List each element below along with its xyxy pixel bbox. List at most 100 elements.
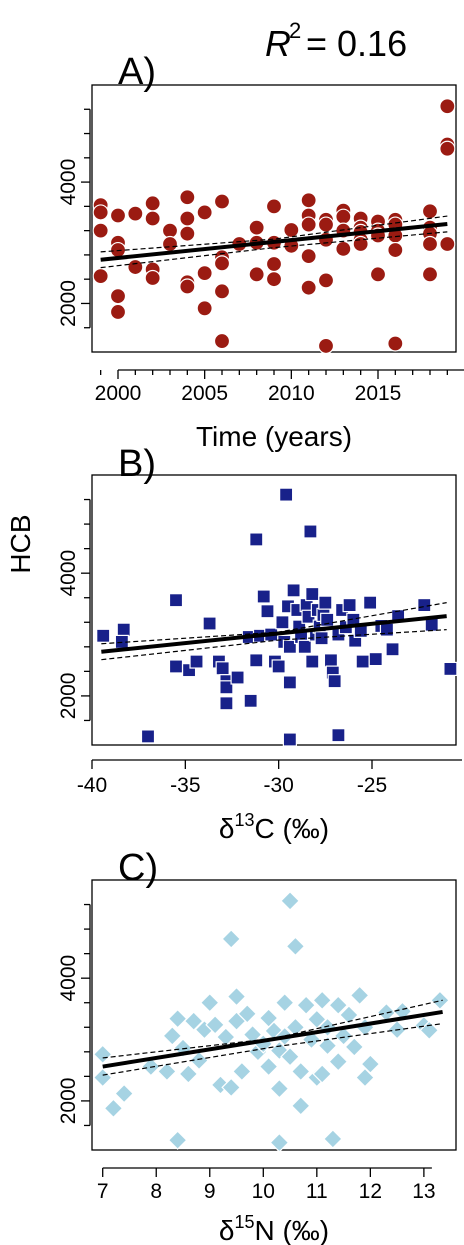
data-point bbox=[127, 258, 144, 276]
y-tick-label: 2000 bbox=[57, 673, 80, 720]
x-tick-label: 2000 bbox=[95, 382, 142, 405]
data-point bbox=[317, 216, 335, 233]
data-point bbox=[300, 216, 317, 233]
data-point bbox=[323, 1129, 343, 1149]
data-point bbox=[363, 595, 378, 610]
data-point bbox=[355, 1067, 375, 1088]
data-point bbox=[265, 255, 283, 273]
data-point bbox=[248, 219, 265, 236]
x-axis-title: Time (years) bbox=[196, 421, 352, 452]
data-point bbox=[328, 1051, 349, 1072]
data-point bbox=[144, 210, 161, 227]
data-point bbox=[439, 140, 456, 157]
panel-c: C) 2000 4000 7 8 9 10 11 12 13 δ15N (‰) bbox=[57, 847, 457, 1245]
data-point bbox=[116, 622, 131, 637]
data-point bbox=[144, 269, 161, 287]
data-point bbox=[280, 1046, 300, 1067]
data-point bbox=[183, 1011, 204, 1031]
data-point bbox=[318, 595, 333, 610]
x-axis-title: δ15N (‰) bbox=[219, 1212, 329, 1245]
data-point bbox=[439, 235, 456, 253]
data-point bbox=[96, 628, 111, 643]
data-point bbox=[328, 995, 349, 1016]
data-point bbox=[303, 524, 318, 539]
data-point bbox=[92, 1044, 113, 1065]
data-point bbox=[127, 205, 144, 222]
data-point bbox=[280, 891, 300, 911]
data-point bbox=[360, 1054, 381, 1074]
data-point bbox=[317, 272, 335, 289]
data-point bbox=[213, 255, 231, 272]
data-point bbox=[219, 696, 234, 711]
data-point bbox=[286, 583, 301, 598]
data-point bbox=[296, 995, 316, 1016]
x-axis-title-sup: 15 bbox=[234, 1212, 254, 1232]
y-tick-label: 4000 bbox=[57, 159, 80, 206]
data-point bbox=[249, 532, 264, 547]
data-point bbox=[219, 680, 234, 695]
data-point bbox=[213, 193, 231, 210]
data-point bbox=[297, 639, 312, 654]
data-point bbox=[179, 189, 196, 206]
data-point bbox=[237, 1003, 258, 1024]
data-point bbox=[300, 248, 317, 265]
data-point bbox=[196, 300, 213, 317]
data-point bbox=[249, 653, 264, 668]
data-point bbox=[167, 1008, 188, 1029]
data-point bbox=[279, 487, 294, 502]
data-point bbox=[323, 653, 339, 668]
data-point bbox=[312, 990, 333, 1011]
data-point bbox=[282, 639, 297, 654]
data-point bbox=[290, 1061, 311, 1082]
panel-label: C) bbox=[118, 847, 158, 889]
x-axis-title-delta: δ bbox=[219, 1215, 235, 1245]
r2-symbol: R bbox=[265, 23, 291, 64]
data-point bbox=[333, 1026, 354, 1046]
data-point bbox=[290, 1095, 311, 1116]
x-tick-label: 2005 bbox=[181, 382, 228, 405]
data-point bbox=[144, 195, 161, 212]
x-tick-label: 11 bbox=[306, 1180, 328, 1203]
data-point bbox=[430, 990, 450, 1011]
data-point bbox=[179, 225, 196, 242]
data-point bbox=[419, 1020, 440, 1041]
data-point bbox=[320, 612, 335, 627]
data-point bbox=[92, 268, 109, 285]
fit-line bbox=[100, 221, 448, 262]
y-tick-label: 4000 bbox=[57, 955, 80, 1002]
data-point bbox=[114, 1083, 134, 1104]
fit-line bbox=[102, 1009, 443, 1069]
plot-frame bbox=[91, 474, 457, 746]
data-point bbox=[355, 654, 370, 669]
data-point bbox=[312, 1064, 333, 1084]
ci-lower-line bbox=[102, 1022, 443, 1076]
data-point bbox=[335, 208, 352, 225]
x-tick-label: 9 bbox=[204, 1180, 216, 1203]
data-point bbox=[335, 240, 352, 257]
x-tick-label: 7 bbox=[97, 1180, 109, 1203]
plot-frame bbox=[91, 879, 457, 1151]
data-point bbox=[283, 221, 300, 239]
ci-upper-line bbox=[100, 215, 448, 253]
data-point bbox=[300, 279, 317, 296]
data-point bbox=[369, 266, 387, 283]
data-point bbox=[109, 288, 127, 305]
data-point bbox=[92, 204, 109, 221]
shared-ylabel: HCB bbox=[5, 514, 36, 573]
data-point bbox=[421, 203, 439, 220]
data-point bbox=[140, 729, 156, 744]
x-tick-label: 8 bbox=[150, 1180, 162, 1203]
r2-value: = 0.16 bbox=[306, 23, 407, 64]
data-point bbox=[221, 929, 242, 949]
data-point bbox=[202, 616, 217, 631]
x-axis-title-sup: 13 bbox=[234, 810, 254, 830]
data-point bbox=[213, 283, 231, 300]
data-point bbox=[285, 936, 306, 957]
data-point bbox=[424, 617, 439, 632]
r2-superscript: 2 bbox=[289, 18, 301, 43]
data-point bbox=[385, 642, 400, 657]
data-point bbox=[213, 332, 231, 350]
ci-lower-line bbox=[100, 231, 448, 269]
